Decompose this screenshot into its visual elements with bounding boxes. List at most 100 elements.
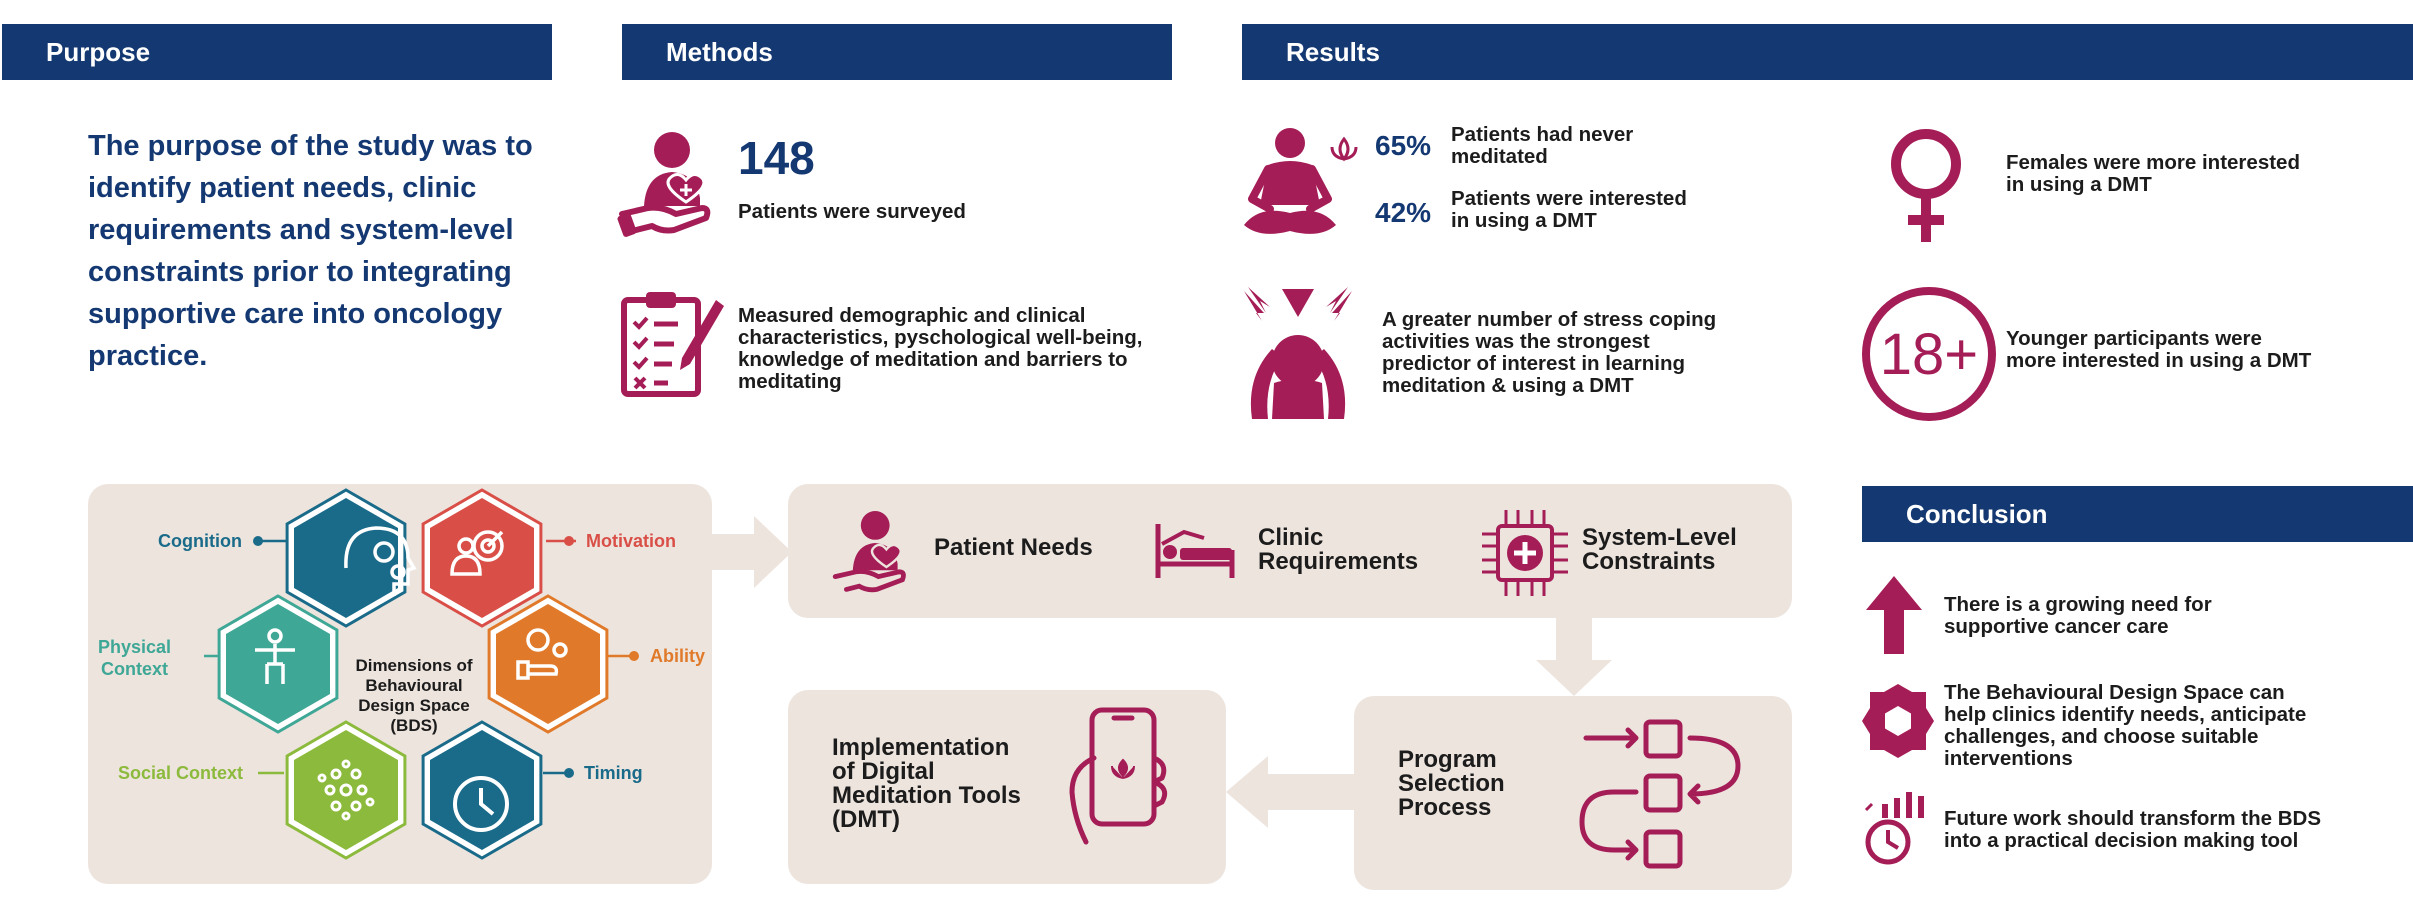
impl-line: Meditation Tools	[832, 782, 1021, 809]
measured-text: Measured demographic and clinical charac…	[738, 305, 1142, 393]
measured-line: Measured demographic and clinical	[738, 304, 1086, 327]
clinic-line: Requirements	[1258, 548, 1419, 575]
stat-42-line: in using a DMT	[1451, 209, 1597, 232]
bds-center-label: Dimensions of Behavioural Design Space (…	[342, 656, 486, 736]
impl-line: Implementation	[832, 734, 1010, 761]
stat-65-line: meditated	[1451, 145, 1548, 168]
stat-42-line: Patients were interested	[1451, 187, 1687, 210]
younger-text: Younger participants were more intereste…	[2006, 328, 2311, 372]
patient-needs-label: Patient Needs	[934, 534, 1093, 561]
bds-center-line: Dimensions of	[355, 656, 473, 675]
purpose-line: supportive care into oncology	[88, 298, 503, 330]
female-line: Females were more interested	[2006, 151, 2300, 174]
stress-line: predictor of interest in learning	[1382, 352, 1685, 375]
hexagon-ability	[496, 604, 600, 724]
bds-physical-line: Context	[101, 659, 169, 679]
system-line: Constraints	[1582, 548, 1716, 575]
program-line: Program	[1398, 746, 1497, 773]
conclusion-2-line: challenges, and choose suitable	[1944, 725, 2259, 748]
purpose-line: requirements and system-level	[88, 214, 514, 246]
stress-text: A greater number of stress coping activi…	[1382, 309, 1716, 397]
surveyed-text: Patients were surveyed	[738, 200, 966, 223]
conclusion-header-label: Conclusion	[1906, 498, 2048, 529]
program-selection-label: Program Selection Process	[1398, 748, 1505, 820]
measured-line: characteristics, pyschological well-bein…	[738, 326, 1143, 349]
purpose-text: The purpose of the study was to identify…	[88, 125, 588, 377]
bds-to-needs-arrow	[712, 516, 792, 588]
meditation-icon	[1244, 128, 1358, 234]
results-header: Results	[1242, 24, 2413, 80]
clinic-line: Clinic	[1258, 524, 1324, 551]
stat-65-text: Patients had never meditated	[1451, 124, 1633, 168]
conclusion-item-2: The Behavioural Design Space can help cl…	[1944, 682, 2306, 770]
needs-to-program-arrow	[1536, 618, 1612, 696]
stat-65-line: Patients had never	[1451, 123, 1634, 146]
clock-chart-icon	[1864, 792, 1924, 865]
methods-header: Methods	[622, 24, 1172, 80]
system-chip-icon	[1482, 510, 1568, 596]
bds-label-social: Social Context	[118, 763, 244, 783]
program-panel	[1354, 696, 1792, 890]
measured-line: knowledge of meditation and barriers to	[738, 348, 1128, 371]
clinic-requirements-label: Clinic Requirements	[1258, 526, 1418, 574]
impl-line: of Digital	[832, 758, 935, 785]
younger-line: more interested in using a DMT	[2006, 349, 2312, 372]
conclusion-header: Conclusion	[1862, 486, 2413, 542]
hexagon-social	[294, 730, 398, 850]
bds-label-physical: Physical Context	[98, 636, 171, 680]
purpose-line: identify patient needs, clinic	[88, 172, 477, 204]
needs-panel	[788, 484, 1792, 618]
bds-center-line: Behavioural	[365, 676, 463, 695]
stat-65-value: 65%	[1375, 130, 1432, 161]
phone-meditation-icon	[1069, 707, 1168, 845]
stress-icon	[1244, 287, 1352, 419]
conclusion-2-line: interventions	[1944, 747, 2073, 770]
surveyed-count: 148	[738, 132, 815, 184]
process-flow-icon	[1579, 719, 1741, 869]
conclusion-3-line: Future work should transform the BDS	[1944, 807, 2321, 830]
patient-care-icon	[617, 132, 711, 237]
hexagon-gear-icon	[1862, 684, 1934, 758]
bds-center-line: Design Space	[358, 696, 470, 715]
conclusion-1-line: supportive cancer care	[1944, 615, 2169, 638]
bds-physical-line: Physical	[98, 637, 172, 657]
purpose-line: constraints prior to integrating	[88, 256, 512, 288]
methods-header-label: Methods	[666, 36, 773, 67]
female-text: Females were more interested in using a …	[2006, 152, 2300, 196]
bds-label-cognition: Cognition	[158, 531, 242, 551]
conclusion-2-line: The Behavioural Design Space can	[1944, 681, 2285, 704]
purpose-header: Purpose	[2, 24, 552, 80]
impl-line: (DMT)	[832, 806, 900, 833]
conclusion-1-line: There is a growing need for	[1944, 593, 2212, 616]
stat-42-text: Patients were interested in using a DMT	[1451, 188, 1687, 232]
purpose-line: The purpose of the study was to	[88, 130, 533, 162]
up-arrow-icon	[1866, 576, 1922, 654]
female-line: in using a DMT	[2006, 173, 2152, 196]
program-to-impl-arrow	[1226, 756, 1354, 828]
stat-42-value: 42%	[1375, 197, 1432, 228]
program-line: Selection	[1398, 770, 1505, 797]
bds-label-motivation: Motivation	[586, 531, 676, 551]
clipboard-icon	[621, 292, 724, 397]
system-line: System-Level	[1582, 524, 1737, 551]
bds-label-timing: Timing	[584, 763, 643, 783]
stress-line: meditation & using a DMT	[1382, 374, 1634, 397]
purpose-line: practice.	[88, 340, 208, 372]
conclusion-2-line: help clinics identify needs, anticipate	[1944, 703, 2307, 726]
stress-line: A greater number of stress coping	[1382, 308, 1717, 331]
implementation-label: Implementation of Digital Meditation Too…	[832, 736, 1021, 832]
younger-line: Younger participants were	[2006, 327, 2262, 350]
conclusion-item-1: There is a growing need for supportive c…	[1944, 594, 2212, 638]
bds-center-line: (BDS)	[390, 716, 438, 735]
conclusion-item-3: Future work should transform the BDS int…	[1944, 808, 2321, 852]
patient-needs-icon	[832, 511, 906, 593]
conclusion-3-line: into a practical decision making tool	[1944, 829, 2299, 852]
measured-line: meditating	[738, 370, 842, 393]
program-line: Process	[1398, 794, 1492, 821]
female-symbol-icon	[1891, 129, 1961, 242]
age-badge-label: 18+	[1879, 321, 1979, 387]
hospital-bed-icon	[1155, 524, 1235, 578]
results-header-label: Results	[1286, 36, 1380, 67]
bds-label-ability: Ability	[650, 646, 706, 666]
stress-line: activities was the strongest	[1382, 330, 1650, 353]
